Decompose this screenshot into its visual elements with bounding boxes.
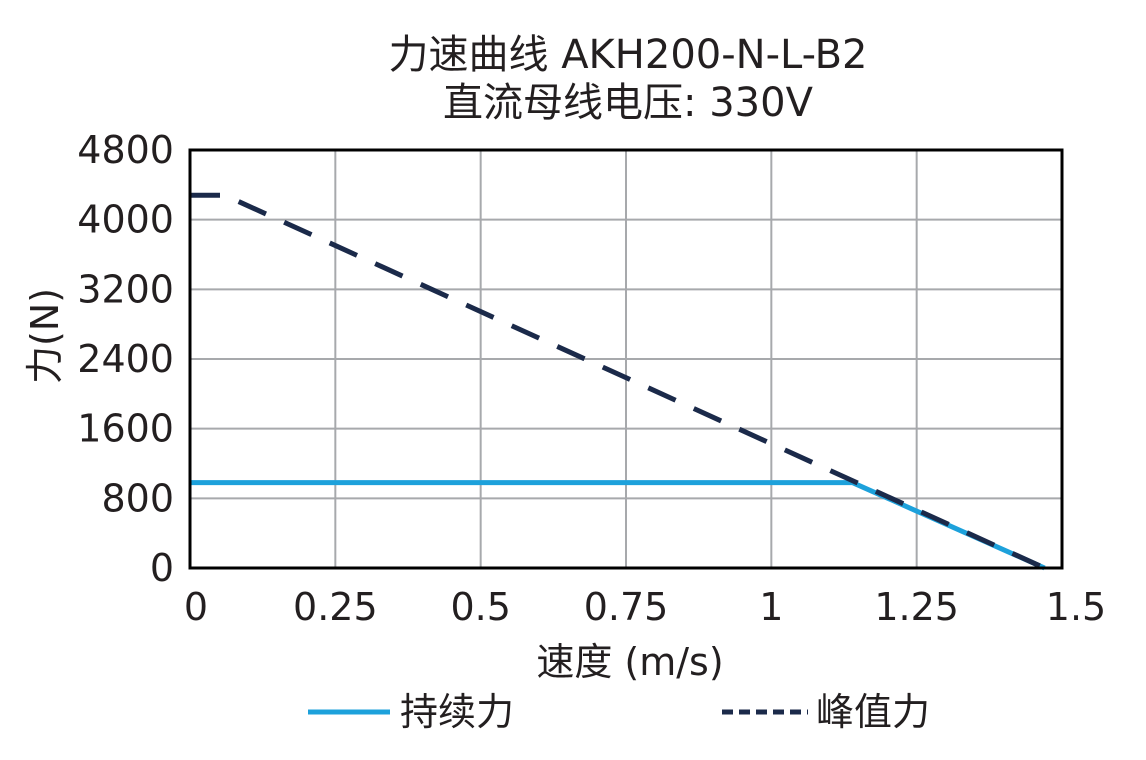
x-tick-label: 0.25	[293, 585, 378, 629]
x-tick-label: 1	[759, 585, 783, 629]
series-line-peak	[190, 192, 1046, 571]
y-tick-label: 2400	[77, 337, 174, 381]
x-axis-label: 速度 (m/s)	[536, 640, 723, 684]
chart-title: 力速曲线 AKH200-N-L-B2	[388, 32, 867, 78]
legend-label: 峰值力	[816, 690, 930, 734]
y-tick-label: 4800	[77, 128, 174, 172]
x-tick-label: 1.5	[1046, 585, 1106, 629]
x-tick-label: 1.25	[874, 585, 959, 629]
legend-label: 持续力	[400, 690, 514, 734]
grid-lines	[189, 149, 1063, 569]
x-tick-label: 0.5	[450, 585, 510, 629]
legend: 持续力 峰值力	[308, 690, 930, 734]
y-tick-label: 0	[150, 546, 174, 590]
x-tick-label: 0	[184, 585, 208, 629]
y-axis-label: 力(N)	[23, 288, 67, 384]
y-tick-label: 4000	[77, 198, 174, 242]
y-tick-label: 3200	[77, 267, 174, 311]
x-tick-labels: 0 0.25 0.5 0.75 1 1.25 1.5	[184, 585, 1106, 629]
x-tick-label: 0.75	[584, 585, 669, 629]
series-lines	[190, 192, 1046, 571]
y-tick-labels: 0 800 1600 2400 3200 4000 4800	[77, 128, 174, 590]
plot-frame	[188, 148, 1064, 570]
y-tick-label: 1600	[77, 407, 174, 451]
y-tick-label: 800	[101, 476, 174, 520]
chart-subtitle: 直流母线电压: 330V	[443, 80, 814, 126]
